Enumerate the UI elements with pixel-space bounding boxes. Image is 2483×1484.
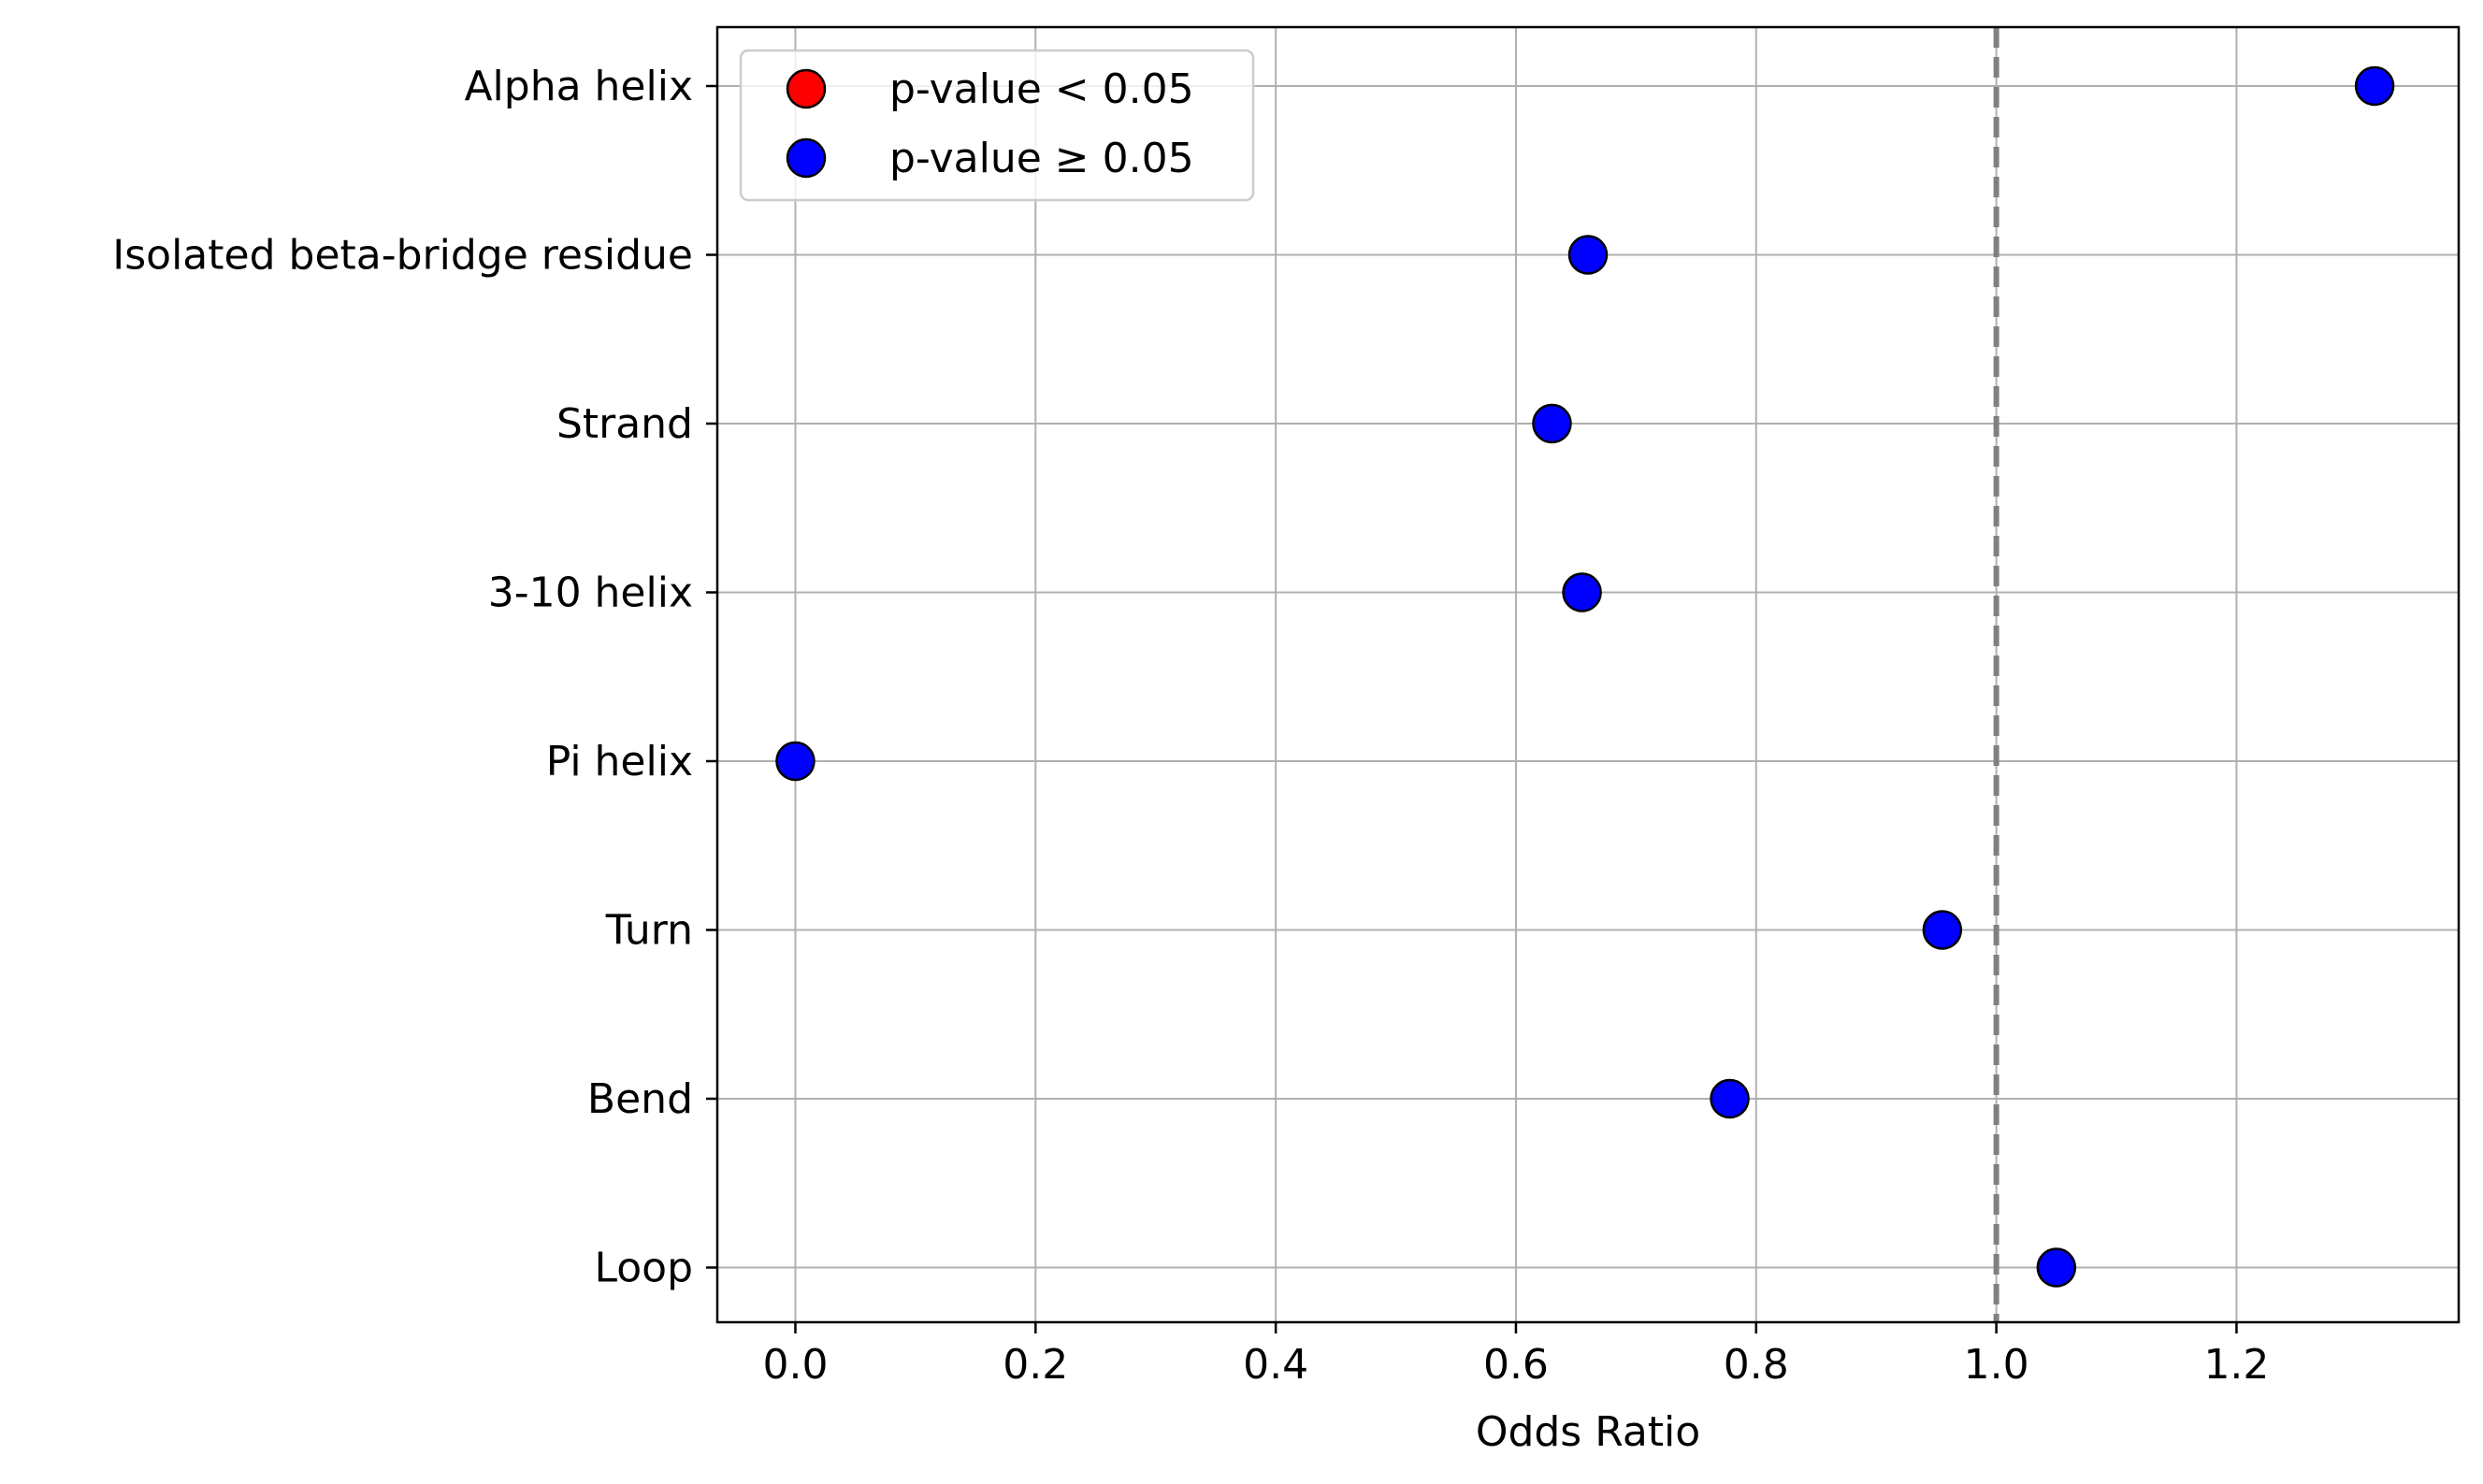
y-tick-label: Pi helix [546, 738, 693, 785]
data-point [2036, 1247, 2077, 1288]
x-tick-label: 1.0 [1964, 1341, 2029, 1389]
grid [717, 27, 2459, 1322]
x-tick-label: 0.0 [762, 1341, 828, 1389]
legend: p-value < 0.05 p-value ≥ 0.05 [739, 49, 1255, 202]
data-point [1922, 910, 1963, 950]
y-tick-label: Turn [605, 907, 693, 955]
x-tick-label: 0.4 [1243, 1341, 1308, 1389]
plot-frame [715, 25, 2461, 1324]
y-axis-ticks: Alpha helix Isolated beta-bridge residue S… [112, 63, 717, 1292]
data-point [775, 741, 816, 782]
legend-label-significant: p-value < 0.05 [889, 65, 1194, 113]
legend-box [739, 49, 1255, 202]
y-tick-label: Alpha helix [464, 63, 693, 110]
y-tick-label: Loop [594, 1245, 693, 1292]
y-tick-label: 3-10 helix [488, 569, 693, 617]
x-axis-ticks: 0.0 0.2 0.4 0.6 0.8 1.0 1.2 [762, 1322, 2269, 1389]
data-point [2354, 65, 2395, 107]
legend-marker-not-significant [786, 137, 827, 179]
x-tick-label: 1.2 [2203, 1341, 2269, 1389]
data-point [1567, 235, 1609, 275]
y-tick-label: Strand [556, 400, 693, 448]
x-tick-label: 0.6 [1483, 1341, 1549, 1389]
data-point [1710, 1078, 1750, 1119]
x-tick-label: 0.8 [1724, 1341, 1789, 1389]
y-tick-label: Isolated beta-bridge residue [112, 232, 693, 280]
data-point [1562, 572, 1602, 612]
legend-label-not-significant: p-value ≥ 0.05 [889, 135, 1194, 182]
data-points [775, 65, 2395, 1288]
data-point [1532, 403, 1572, 444]
y-tick-label: Bend [587, 1075, 693, 1123]
legend-marker-significant [786, 68, 827, 109]
x-axis-label: Odds Ratio [1476, 1408, 1700, 1456]
x-tick-label: 0.2 [1003, 1341, 1068, 1389]
